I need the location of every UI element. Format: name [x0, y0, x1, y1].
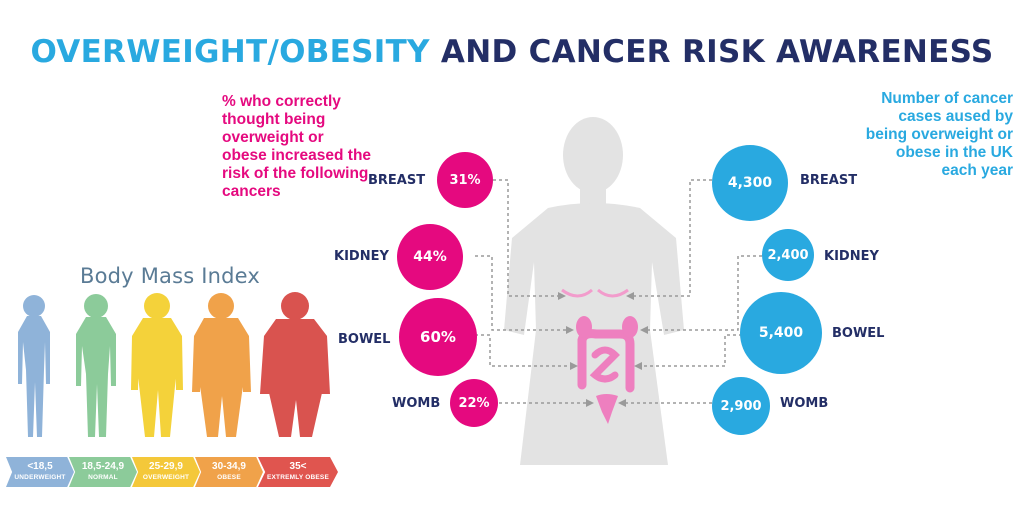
womb-awareness-circle: 22% — [450, 379, 498, 427]
cases-note: Number of cancer cases aused by being ov… — [865, 90, 1013, 179]
page-title: OVERWEIGHT/OBESITY AND CANCER RISK AWARE… — [0, 34, 1024, 70]
womb-cases-circle: 2,900 — [712, 377, 770, 435]
bmi-category-label: OVERWEIGHT — [142, 474, 190, 481]
bowel-label-left: BOWEL — [338, 332, 391, 347]
bmi-category-label: OBESE — [217, 474, 241, 481]
underweight-figure-icon — [18, 295, 50, 437]
bmi-category-label: NORMAL — [88, 474, 118, 481]
kidney-cases-circle: 2,400 — [762, 229, 814, 281]
bmi-range: 25-29,9 — [149, 461, 183, 472]
kidney-awareness-circle: 44% — [397, 224, 463, 290]
kidney-organ-icon — [576, 316, 592, 338]
overweight-figure-icon — [131, 293, 183, 437]
womb-organ-icon — [596, 394, 618, 424]
bmi-range: 18,5-24,9 — [81, 461, 125, 472]
title-part-1: OVERWEIGHT/OBESITY — [30, 34, 430, 70]
bmi-figures — [18, 292, 330, 437]
bmi-category-underweight: <18,5 UNDERWEIGHT — [6, 457, 74, 487]
breast-cases-circle: 4,300 — [712, 145, 788, 221]
breast-label-left: BREAST — [368, 173, 426, 188]
breast-mark — [597, 288, 629, 298]
kidney-label-left: KIDNEY — [334, 249, 389, 264]
bmi-category-normal: 18,5-24,9 NORMAL — [69, 457, 137, 487]
body-silhouette — [504, 117, 684, 465]
bmi-category-label: UNDERWEIGHT — [14, 474, 66, 481]
obese-figure-icon — [192, 293, 251, 437]
breast-awareness-circle: 31% — [437, 152, 493, 208]
connector-lines — [475, 179, 762, 404]
extremely-obese-figure-icon — [260, 292, 330, 437]
connector-arrows — [558, 292, 648, 407]
title-part-2: AND CANCER RISK AWARENESS — [440, 34, 994, 70]
kidney-label-right: KIDNEY — [824, 249, 879, 264]
bmi-range: <18,5 — [27, 461, 53, 472]
womb-label-right: WOMB — [780, 396, 829, 411]
womb-label-left: WOMB — [392, 396, 441, 411]
bowel-label-right: BOWEL — [832, 326, 885, 341]
bmi-title: Body Mass Index — [80, 264, 261, 288]
bmi-range: 30-34,9 — [212, 461, 246, 472]
breast-mark — [561, 288, 593, 298]
breast-label-right: BREAST — [800, 173, 858, 188]
bowel-cases-circle: 5,400 — [740, 292, 822, 374]
normal-figure-icon — [76, 294, 116, 437]
bmi-category-overweight: 25-29,9 OVERWEIGHT — [132, 457, 200, 487]
bmi-category-label: EXTREMLY OBESE — [266, 474, 330, 481]
kidney-organ-icon — [622, 316, 638, 338]
bowel-awareness-circle: 60% — [399, 298, 477, 376]
bmi-category-obese: 30-34,9 OBESE — [195, 457, 263, 487]
bmi-category-extremely-obese: 35< EXTREMLY OBESE — [258, 457, 338, 487]
awareness-note: % who correctly thought being overweight… — [222, 93, 372, 200]
bmi-range: 35< — [289, 461, 307, 472]
